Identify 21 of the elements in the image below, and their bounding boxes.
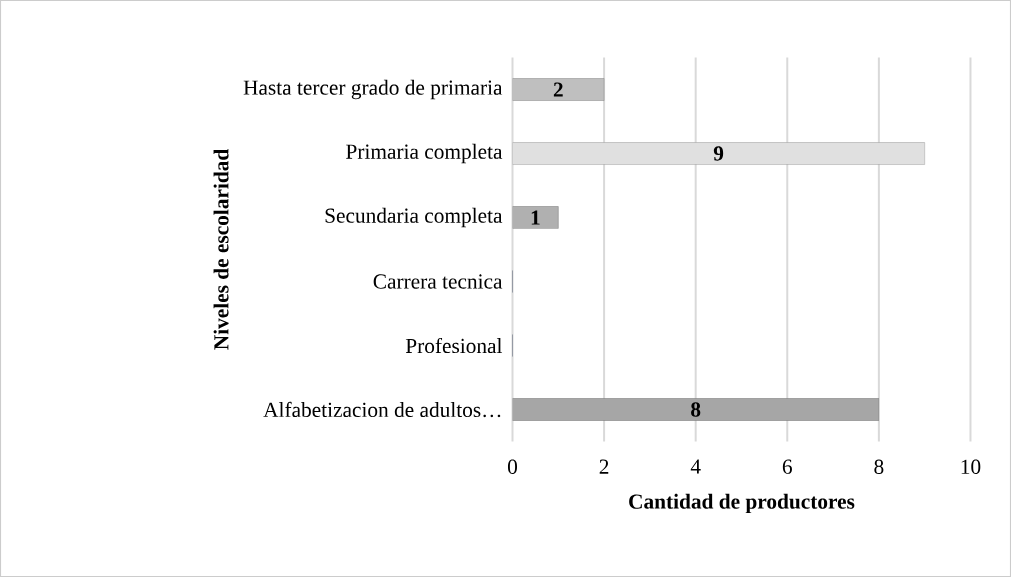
- data-label: 9: [713, 146, 724, 161]
- x-tick-label: 0: [507, 459, 518, 474]
- bar: [512, 78, 605, 101]
- y-tick-label: Secundaria completa: [325, 207, 503, 228]
- x-tick-label: 10: [961, 459, 981, 474]
- data-label: 8: [691, 402, 701, 417]
- x-tick-label: 2: [599, 459, 609, 474]
- x-axis-title: Cantidad de productores: [629, 493, 855, 514]
- y-tick-label: Profesional: [405, 337, 503, 354]
- y-tick-label: Hasta tercer grado de primaria: [243, 79, 503, 100]
- data-label: 2: [553, 82, 563, 97]
- y-tick-label: Alfabetizacion de adultos…: [263, 401, 501, 418]
- x-tick-label: 6: [782, 459, 792, 474]
- data-label: 1: [531, 210, 540, 225]
- y-tick-label: Primaria completa: [346, 143, 503, 164]
- bar: [512, 398, 880, 421]
- y-axis-title: Niveles de escolaridad: [213, 149, 229, 350]
- bar: [512, 206, 559, 229]
- x-tick-label: 8: [874, 459, 884, 474]
- x-tick-label: 4: [690, 459, 701, 474]
- y-tick-label: Carrera tecnica: [373, 274, 503, 289]
